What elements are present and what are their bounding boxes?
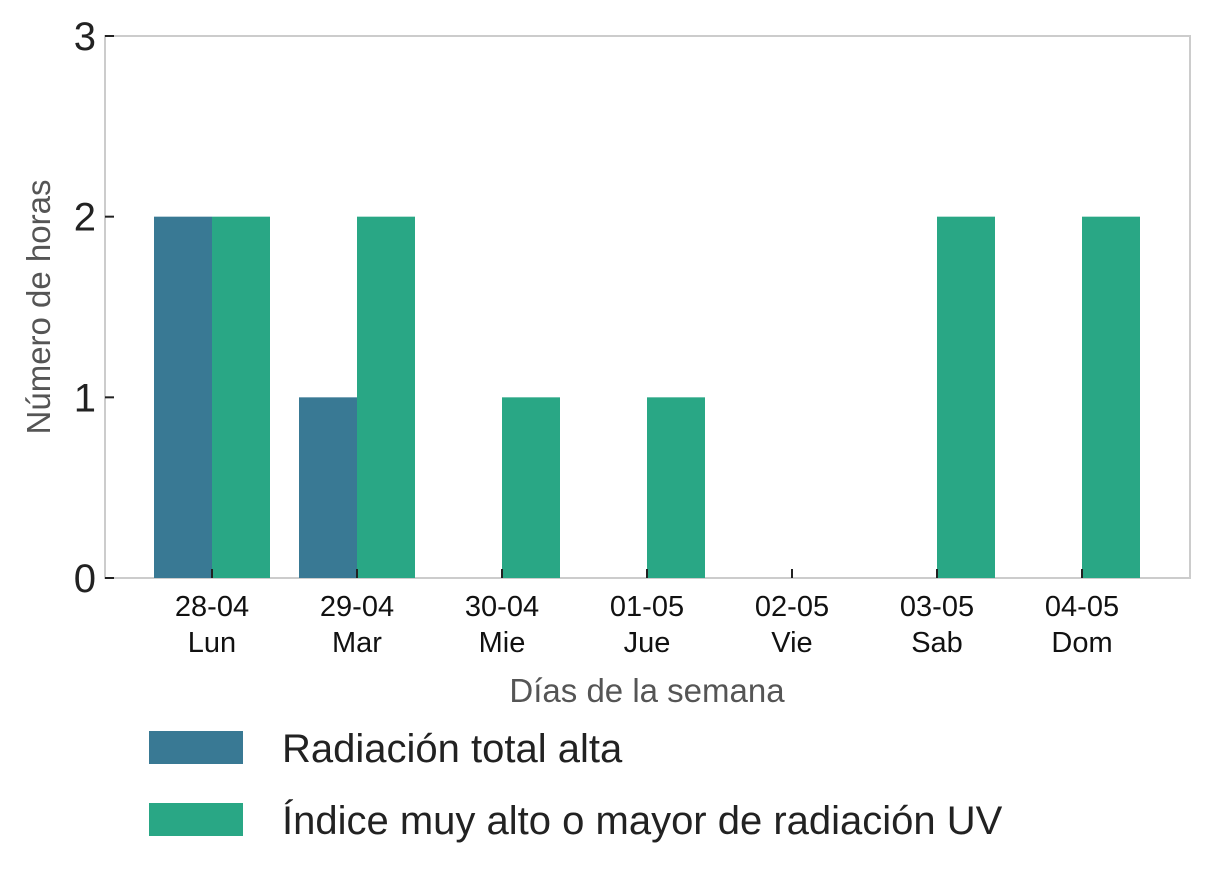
bar-series-2-04-05 [1082,216,1140,578]
legend: Radiación total alta Índice muy alto o ma… [149,727,1003,843]
bar-series-1-28-04 [154,216,212,578]
x-tick-date: 28-04 [175,591,249,623]
bar-series-1-29-04 [299,397,357,578]
y-tick-label: 3 [74,15,96,59]
y-tick-label: 1 [74,376,96,420]
x-axis-title: Días de la semana [509,672,785,709]
x-tick-day: Lun [188,627,236,659]
bar-series-2-30-04 [502,397,560,578]
x-tick-day: Dom [1051,627,1112,659]
x-axis: 28-04 Lun 29-04 Mar 30-04 Mie 01-05 Jue 02-05 Vie… [175,569,1119,659]
legend-swatch-2 [149,803,243,836]
y-axis: 0 1 2 3 [74,15,114,601]
y-axis-title: Número de horas [20,180,57,435]
x-tick-day: Vie [771,627,812,659]
y-tick-label: 2 [74,196,96,240]
x-tick-date: 01-05 [610,591,684,623]
x-tick-date: 02-05 [755,591,829,623]
legend-label-1: Radiación total alta [282,727,623,771]
y-tick-label: 0 [74,557,96,601]
bar-series-2-03-05 [937,216,995,578]
x-tick-date: 03-05 [900,591,974,623]
legend-label-2: Índice muy alto o mayor de radiación UV [282,798,1003,843]
legend-swatch-1 [149,731,243,764]
x-tick-day: Mar [332,627,382,659]
x-tick-day: Jue [624,627,671,659]
x-tick-date: 29-04 [320,591,394,623]
bar-series-2-01-05 [647,397,705,578]
x-tick-date: 30-04 [465,591,539,623]
x-tick-day: Mie [479,627,526,659]
x-tick-day: Sab [911,627,963,659]
bars-group [154,216,1140,578]
bar-series-2-29-04 [357,216,415,578]
bar-series-2-28-04 [212,216,270,578]
x-tick-date: 04-05 [1045,591,1119,623]
